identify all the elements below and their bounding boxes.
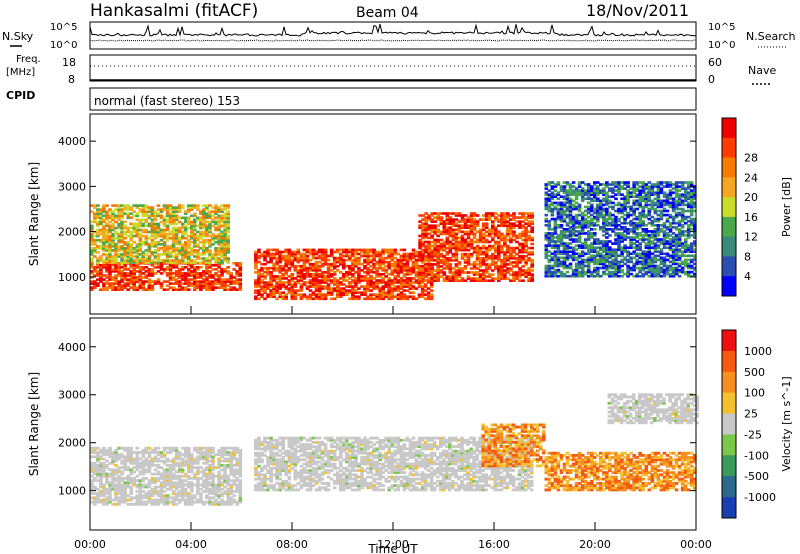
noise-panel [89, 21, 697, 50]
velocity-ytick-label-0: 1000 [58, 485, 86, 498]
velocity-colorbar-segment-8 [722, 497, 736, 519]
freq-label-1: Freq. [16, 54, 41, 65]
xtick-label-0: 00:00 [74, 538, 106, 551]
power-colorbar-tick-2: 12 [744, 231, 758, 244]
power-colorbar-segment-7 [722, 256, 736, 277]
velocity-colorbar-segment-2 [722, 371, 736, 394]
noise-left-tick-bottom: 10^0 [50, 40, 77, 51]
velocity-feature-1 [254, 436, 534, 492]
xtick-label-5: 20:00 [579, 538, 611, 551]
nave-tick-top: 60 [708, 56, 722, 69]
velocity-ytick-label-3: 4000 [58, 341, 86, 354]
freq-panel [89, 54, 697, 82]
nsky-label: N.Sky [2, 30, 34, 43]
power-colorbar-segment-3 [722, 177, 736, 198]
power-colorbar-frame [721, 117, 737, 297]
xtick-label-2: 08:00 [276, 538, 308, 551]
nsearch-label: N.Search [746, 30, 796, 43]
power-colorbar-segment-2 [722, 157, 736, 178]
power-ytick-label-3: 4000 [58, 135, 86, 148]
power-ytick-label-0: 1000 [58, 271, 86, 284]
power-colorbar-tick-3: 16 [744, 211, 758, 224]
velocity-colorbar-segment-3 [722, 392, 736, 415]
xtick-label-3: 12:00 [377, 538, 409, 551]
nsky-trace [89, 23, 697, 37]
velocity-ytick-label-1: 2000 [58, 437, 86, 450]
velocity-ylabel: Slant Range [km] [27, 372, 41, 476]
velocity-colorbar-tick-7: -1000 [744, 491, 776, 504]
velocity-colorbar-tick-0: 1000 [744, 345, 772, 358]
power-colorbar-label: Power [dB] [780, 177, 793, 237]
nsearch-trace [89, 39, 697, 42]
velocity-ytick-label-2: 3000 [58, 389, 86, 402]
freq-label-2: [MHz] [6, 67, 35, 78]
velocity-colorbar-segment-4 [722, 413, 736, 435]
power-colorbar-segment-0 [722, 118, 736, 139]
power-colorbar-segment-4 [722, 197, 736, 218]
power-feature-3 [418, 212, 534, 282]
power-colorbar-tick-4: 20 [744, 191, 758, 204]
velocity-colorbar-frame [721, 329, 737, 519]
power-feature-1 [90, 204, 230, 264]
velocity-feature-0 [90, 446, 243, 506]
beam-title: Beam 04 [356, 5, 419, 21]
velocity-colorbar-tick-5: -100 [744, 449, 769, 462]
velocity-colorbar: 1000 500 100 25 -25 -100 -500 -1000 Velocity [m … [721, 329, 793, 519]
nave-label: Nave [748, 64, 776, 77]
velocity-feature-2 [481, 423, 546, 468]
power-colorbar: 4 8 12 16 20 24 28 Power [dB] [721, 117, 793, 297]
power-panel: 1000 2000 3000 4000 Slant Range [km] 4 8 12 16 20… [27, 113, 793, 315]
power-ytick-label-2: 3000 [58, 180, 86, 193]
xtick-label-4: 16:00 [478, 538, 510, 551]
noise-right-tick-bottom: 10^0 [708, 40, 735, 51]
freq-tick-top: 18 [62, 56, 76, 69]
velocity-feature-3 [544, 451, 697, 492]
power-feature-4 [544, 181, 697, 278]
xtick-label-6: 00:00 [680, 538, 712, 551]
velocity-feature-4 [607, 393, 700, 425]
velocity-colorbar-tick-1: 500 [744, 366, 765, 379]
velocity-colorbar-tick-3: 25 [744, 408, 758, 421]
xtick-label-1: 04:00 [175, 538, 207, 551]
power-colorbar-tick-0: 4 [744, 270, 751, 283]
cpid-label: CPID [6, 89, 35, 102]
cpid-mode: normal (fast stereo) 153 [94, 94, 240, 108]
power-colorbar-segment-1 [722, 137, 736, 159]
cpid-panel [89, 87, 697, 111]
power-colorbar-tick-5: 24 [744, 171, 758, 184]
power-colorbar-tick-6: 28 [744, 152, 758, 165]
nave-tick-bottom: 0 [708, 73, 715, 86]
power-colorbar-tick-1: 8 [744, 250, 751, 263]
velocity-colorbar-label: Velocity [m s^-1] [780, 376, 793, 471]
noise-series [89, 23, 697, 42]
velocity-panel: 1000 2000 3000 4000 Slant Range [km] 00:00 04:… [27, 317, 793, 551]
power-colorbar-segment-5 [722, 216, 736, 238]
station-title: Hankasalmi (fitACF) [90, 1, 258, 21]
power-colorbar-segment-8 [722, 276, 736, 297]
power-ytick-label-1: 2000 [58, 226, 86, 239]
velocity-colorbar-segment-0 [722, 330, 736, 352]
velocity-colorbar-tick-6: -500 [744, 470, 769, 483]
velocity-colorbar-segment-1 [722, 350, 736, 373]
velocity-colorbar-segment-5 [722, 434, 736, 456]
power-colorbar-segment-6 [722, 236, 736, 257]
velocity-colorbar-segment-6 [722, 455, 736, 477]
freq-tick-bottom: 8 [68, 73, 75, 86]
noise-right-tick-top: 10^5 [708, 22, 735, 33]
noise-left-tick-top: 10^5 [50, 22, 77, 33]
velocity-colorbar-tick-2: 100 [744, 387, 765, 400]
power-feature-0 [90, 262, 243, 291]
power-ylabel: Slant Range [km] [27, 162, 41, 266]
velocity-colorbar-tick-4: -25 [744, 428, 762, 441]
velocity-colorbar-segment-7 [722, 476, 736, 498]
date-title: 18/Nov/2011 [586, 1, 689, 20]
x-axis-label: Time UT [367, 542, 418, 554]
power-feature-2 [254, 248, 434, 301]
